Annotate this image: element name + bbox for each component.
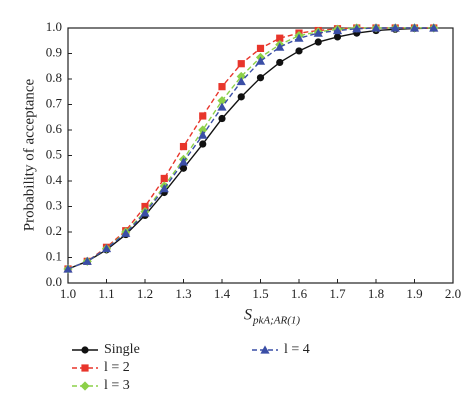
- marker: [140, 208, 150, 217]
- y-tick-label: 0.8: [46, 70, 62, 85]
- x-tick-label: 1.6: [291, 286, 308, 301]
- x-tick-label: 1.0: [60, 286, 76, 301]
- x-axis-title-subscript: pkA;AR(1): [252, 315, 300, 327]
- legend-label: l = 4: [284, 342, 310, 357]
- y-tick-label: 0.9: [46, 44, 62, 59]
- marker: [390, 23, 400, 32]
- y-tick-label: 0.6: [46, 121, 63, 136]
- marker: [409, 23, 420, 32]
- marker: [198, 130, 208, 139]
- marker: [352, 24, 362, 33]
- legend-label: l = 2: [104, 360, 130, 375]
- marker: [199, 140, 207, 148]
- marker: [218, 83, 226, 91]
- marker: [295, 47, 303, 55]
- legend-marker: [81, 364, 89, 372]
- y-tick-label: 0.7: [46, 95, 63, 110]
- marker: [141, 202, 149, 211]
- marker: [217, 102, 227, 111]
- x-tick-label: 1.5: [252, 286, 268, 301]
- marker: [275, 42, 285, 51]
- marker: [276, 34, 284, 42]
- x-tick-label: 1.8: [368, 286, 384, 301]
- marker: [101, 243, 112, 253]
- y-tick-label: 0.5: [46, 146, 62, 161]
- marker: [199, 112, 207, 120]
- x-tick-label: 1.4: [214, 286, 231, 301]
- marker: [121, 228, 131, 237]
- x-tick-label: 2.0: [445, 286, 461, 301]
- y-tick-label: 0.1: [46, 248, 62, 263]
- marker: [178, 157, 189, 166]
- marker: [276, 58, 284, 67]
- x-axis-title: S: [244, 307, 252, 324]
- marker: [179, 164, 188, 172]
- y-tick-label: 1.0: [46, 19, 62, 34]
- marker: [332, 25, 343, 35]
- marker: [236, 76, 246, 86]
- marker: [314, 38, 322, 46]
- marker: [82, 256, 92, 265]
- legend-marker: [81, 346, 89, 354]
- marker: [255, 56, 266, 65]
- legend-marker: [80, 381, 90, 391]
- x-tick-label: 1.7: [329, 286, 346, 301]
- marker: [371, 23, 381, 32]
- marker: [429, 23, 439, 32]
- x-tick-label: 1.1: [98, 286, 114, 301]
- marker: [217, 96, 227, 106]
- x-tick-label: 1.9: [406, 286, 422, 301]
- y-tick-label: 0.0: [46, 274, 62, 289]
- marker: [159, 184, 169, 193]
- marker: [294, 33, 304, 42]
- x-tick-label: 1.3: [175, 286, 191, 301]
- marker: [237, 60, 245, 68]
- y-tick-label: 0.4: [46, 172, 63, 187]
- legend-label: Single: [104, 342, 140, 357]
- y-tick-label: 0.2: [46, 223, 62, 238]
- legend-marker: [260, 345, 270, 354]
- marker: [236, 71, 246, 82]
- marker: [237, 93, 245, 101]
- series-line: [67, 27, 434, 270]
- marker: [313, 28, 323, 37]
- y-axis-title: Probability of acceptance: [21, 78, 37, 231]
- marker: [218, 114, 226, 123]
- y-tick-label: 0.3: [46, 197, 62, 212]
- marker: [256, 74, 265, 82]
- plot-frame: [67, 27, 454, 284]
- x-tick-label: 1.2: [137, 286, 153, 301]
- legend-label: l = 3: [104, 378, 130, 393]
- series-line: [67, 27, 434, 270]
- marker: [179, 142, 188, 151]
- marker: [256, 44, 265, 52]
- marker: [63, 264, 73, 273]
- marker: [333, 33, 342, 41]
- marker: [160, 174, 168, 183]
